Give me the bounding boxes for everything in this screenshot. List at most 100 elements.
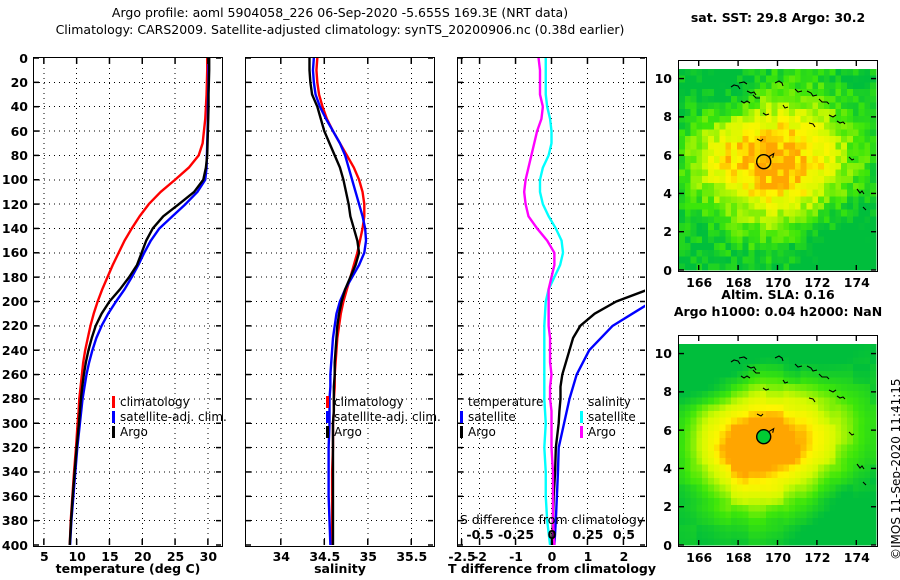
legend-label: Argo bbox=[588, 424, 616, 439]
t-xtick-label: 2 bbox=[619, 549, 629, 564]
depth-tick-label: 80 bbox=[10, 147, 28, 163]
sla-map-title-line1: Altim. SLA: 0.16 bbox=[721, 287, 835, 302]
difference-salinity-legend: salinity satellite Argo bbox=[580, 394, 636, 439]
figure-title: Argo profile: aoml 5904058_226 06-Sep-20… bbox=[0, 4, 680, 38]
depth-tick-label: 60 bbox=[10, 123, 28, 139]
title-line-1: Argo profile: aoml 5904058_226 06-Sep-20… bbox=[111, 5, 569, 20]
legend-label: satellite bbox=[468, 409, 516, 424]
xtick-label: 10 bbox=[68, 549, 86, 564]
s-xtick-label: -0.5 bbox=[466, 527, 494, 542]
depth-tick-label: 220 bbox=[1, 318, 28, 334]
sla-map-title-line2: Argo h1000: 0.04 h2000: NaN bbox=[673, 304, 883, 319]
sst-map-image bbox=[679, 61, 877, 271]
xtick-label: 34 bbox=[272, 549, 290, 564]
legend-color-swatch bbox=[580, 425, 583, 438]
xtick-label: 25 bbox=[166, 549, 185, 564]
s-xtick-label: 0.25 bbox=[572, 527, 604, 542]
legend-color-swatch bbox=[326, 395, 329, 408]
legend-title: temperature bbox=[468, 394, 544, 409]
legend-color-swatch bbox=[112, 410, 115, 423]
legend-color-swatch bbox=[460, 425, 463, 438]
map-xtick-label: 166 bbox=[686, 275, 713, 290]
xtick-label: 35.5 bbox=[396, 549, 428, 564]
map-ytick-label: 8 bbox=[663, 109, 672, 125]
map-ytick-label: 0 bbox=[663, 262, 672, 278]
depth-tick-label: 400 bbox=[1, 537, 28, 553]
legend-label: satellite bbox=[588, 409, 636, 424]
legend-item: satellite-adj. clim. bbox=[326, 409, 441, 424]
t-xtick-label: -1 bbox=[509, 549, 523, 564]
t-xtick-label: 1 bbox=[583, 549, 593, 564]
t-difference-axis-label: T difference from climatology bbox=[447, 561, 657, 576]
depth-tick-label: 140 bbox=[1, 220, 28, 236]
depth-tick-label: 320 bbox=[1, 440, 28, 456]
s-xtick-label: -0.25 bbox=[498, 527, 535, 542]
depth-tick-label: 40 bbox=[10, 99, 28, 115]
s-xtick-label: 0 bbox=[547, 527, 557, 542]
depth-tick-label: 180 bbox=[1, 269, 28, 285]
depth-tick-label: 240 bbox=[1, 342, 28, 358]
map-ytick-label: 6 bbox=[663, 422, 672, 438]
xtick-label: 20 bbox=[134, 549, 152, 564]
salinity-axis-label: salinity bbox=[314, 561, 366, 576]
depth-tick-label: 340 bbox=[1, 464, 28, 480]
depth-tick-label: 260 bbox=[1, 367, 28, 383]
title-line-2: Climatology: CARS2009. Satellite-adjuste… bbox=[55, 22, 625, 37]
legend-item: Argo bbox=[112, 424, 227, 439]
legend-item: Argo bbox=[580, 424, 636, 439]
difference-temperature-legend: temperature satellite Argo bbox=[460, 394, 543, 439]
xtick-label: 15 bbox=[101, 549, 119, 564]
map-xtick-label: 172 bbox=[804, 275, 831, 290]
legend-color-swatch bbox=[112, 425, 115, 438]
map-ytick-label: 4 bbox=[663, 185, 672, 201]
depth-tick-label: 200 bbox=[1, 294, 28, 309]
map-xtick-label: 166 bbox=[686, 550, 713, 565]
legend-item: Argo bbox=[326, 424, 441, 439]
copyright-label: ©IMOS 11-Sep-2020 11:41:15 bbox=[889, 378, 900, 560]
legend-label: satellite-adj. clim. bbox=[120, 409, 227, 424]
map-xtick-label: 168 bbox=[725, 550, 752, 565]
depth-tick-label: 100 bbox=[1, 172, 28, 188]
salinity-plot-area bbox=[246, 57, 433, 546]
salinity-legend: climatology satellite-adj. clim. Argo bbox=[326, 394, 441, 439]
legend-color-swatch bbox=[326, 410, 329, 423]
t-xtick-label: 0 bbox=[547, 549, 557, 564]
xtick-label: 34.5 bbox=[309, 549, 341, 564]
depth-tick-label: 120 bbox=[1, 196, 28, 212]
legend-label: Argo bbox=[120, 424, 148, 439]
s-difference-axis-label: S difference from climatology bbox=[459, 512, 645, 527]
difference-plot-area bbox=[458, 57, 645, 546]
s-xtick-label: 0.5 bbox=[612, 527, 635, 542]
map-xtick-label: 172 bbox=[804, 550, 831, 565]
map-ytick-label: 2 bbox=[663, 499, 672, 515]
legend-label: satellite-adj. clim. bbox=[334, 409, 441, 424]
depth-tick-label: 360 bbox=[1, 488, 28, 504]
sst-map-title: sat. SST: 29.8 Argo: 30.2 bbox=[690, 10, 866, 25]
xtick-label: 5 bbox=[39, 549, 49, 564]
temperature-axis-label: temperature (deg C) bbox=[55, 561, 201, 576]
temperature-plot-area bbox=[34, 57, 221, 546]
map-xtick-label: 168 bbox=[725, 275, 752, 290]
depth-tick-label: 380 bbox=[1, 513, 28, 529]
legend-item: satellite-adj. clim. bbox=[112, 409, 227, 424]
map-ytick-label: 8 bbox=[663, 384, 672, 400]
legend-color-swatch bbox=[460, 410, 463, 423]
legend-item: climatology bbox=[326, 394, 441, 409]
legend-item: Argo bbox=[460, 424, 543, 439]
map-xtick-label: 174 bbox=[843, 275, 870, 290]
map-xtick-label: 170 bbox=[764, 550, 792, 565]
t-xtick-label: -2.5 bbox=[448, 549, 476, 564]
xtick-label: 30 bbox=[199, 549, 218, 564]
map-xtick-label: 170 bbox=[764, 275, 792, 290]
legend-color-swatch bbox=[326, 425, 329, 438]
depth-tick-label: 160 bbox=[1, 245, 28, 261]
legend-item: satellite bbox=[580, 409, 636, 424]
map-ytick-label: 4 bbox=[663, 460, 672, 476]
legend-color-swatch bbox=[112, 395, 115, 408]
depth-tick-label: 280 bbox=[1, 391, 28, 407]
map-ytick-label: 10 bbox=[654, 71, 672, 87]
depth-tick-label: 0 bbox=[19, 50, 28, 66]
map-ytick-label: 10 bbox=[654, 346, 672, 362]
legend-item: climatology bbox=[112, 394, 227, 409]
depth-tick-label: 20 bbox=[10, 74, 28, 90]
